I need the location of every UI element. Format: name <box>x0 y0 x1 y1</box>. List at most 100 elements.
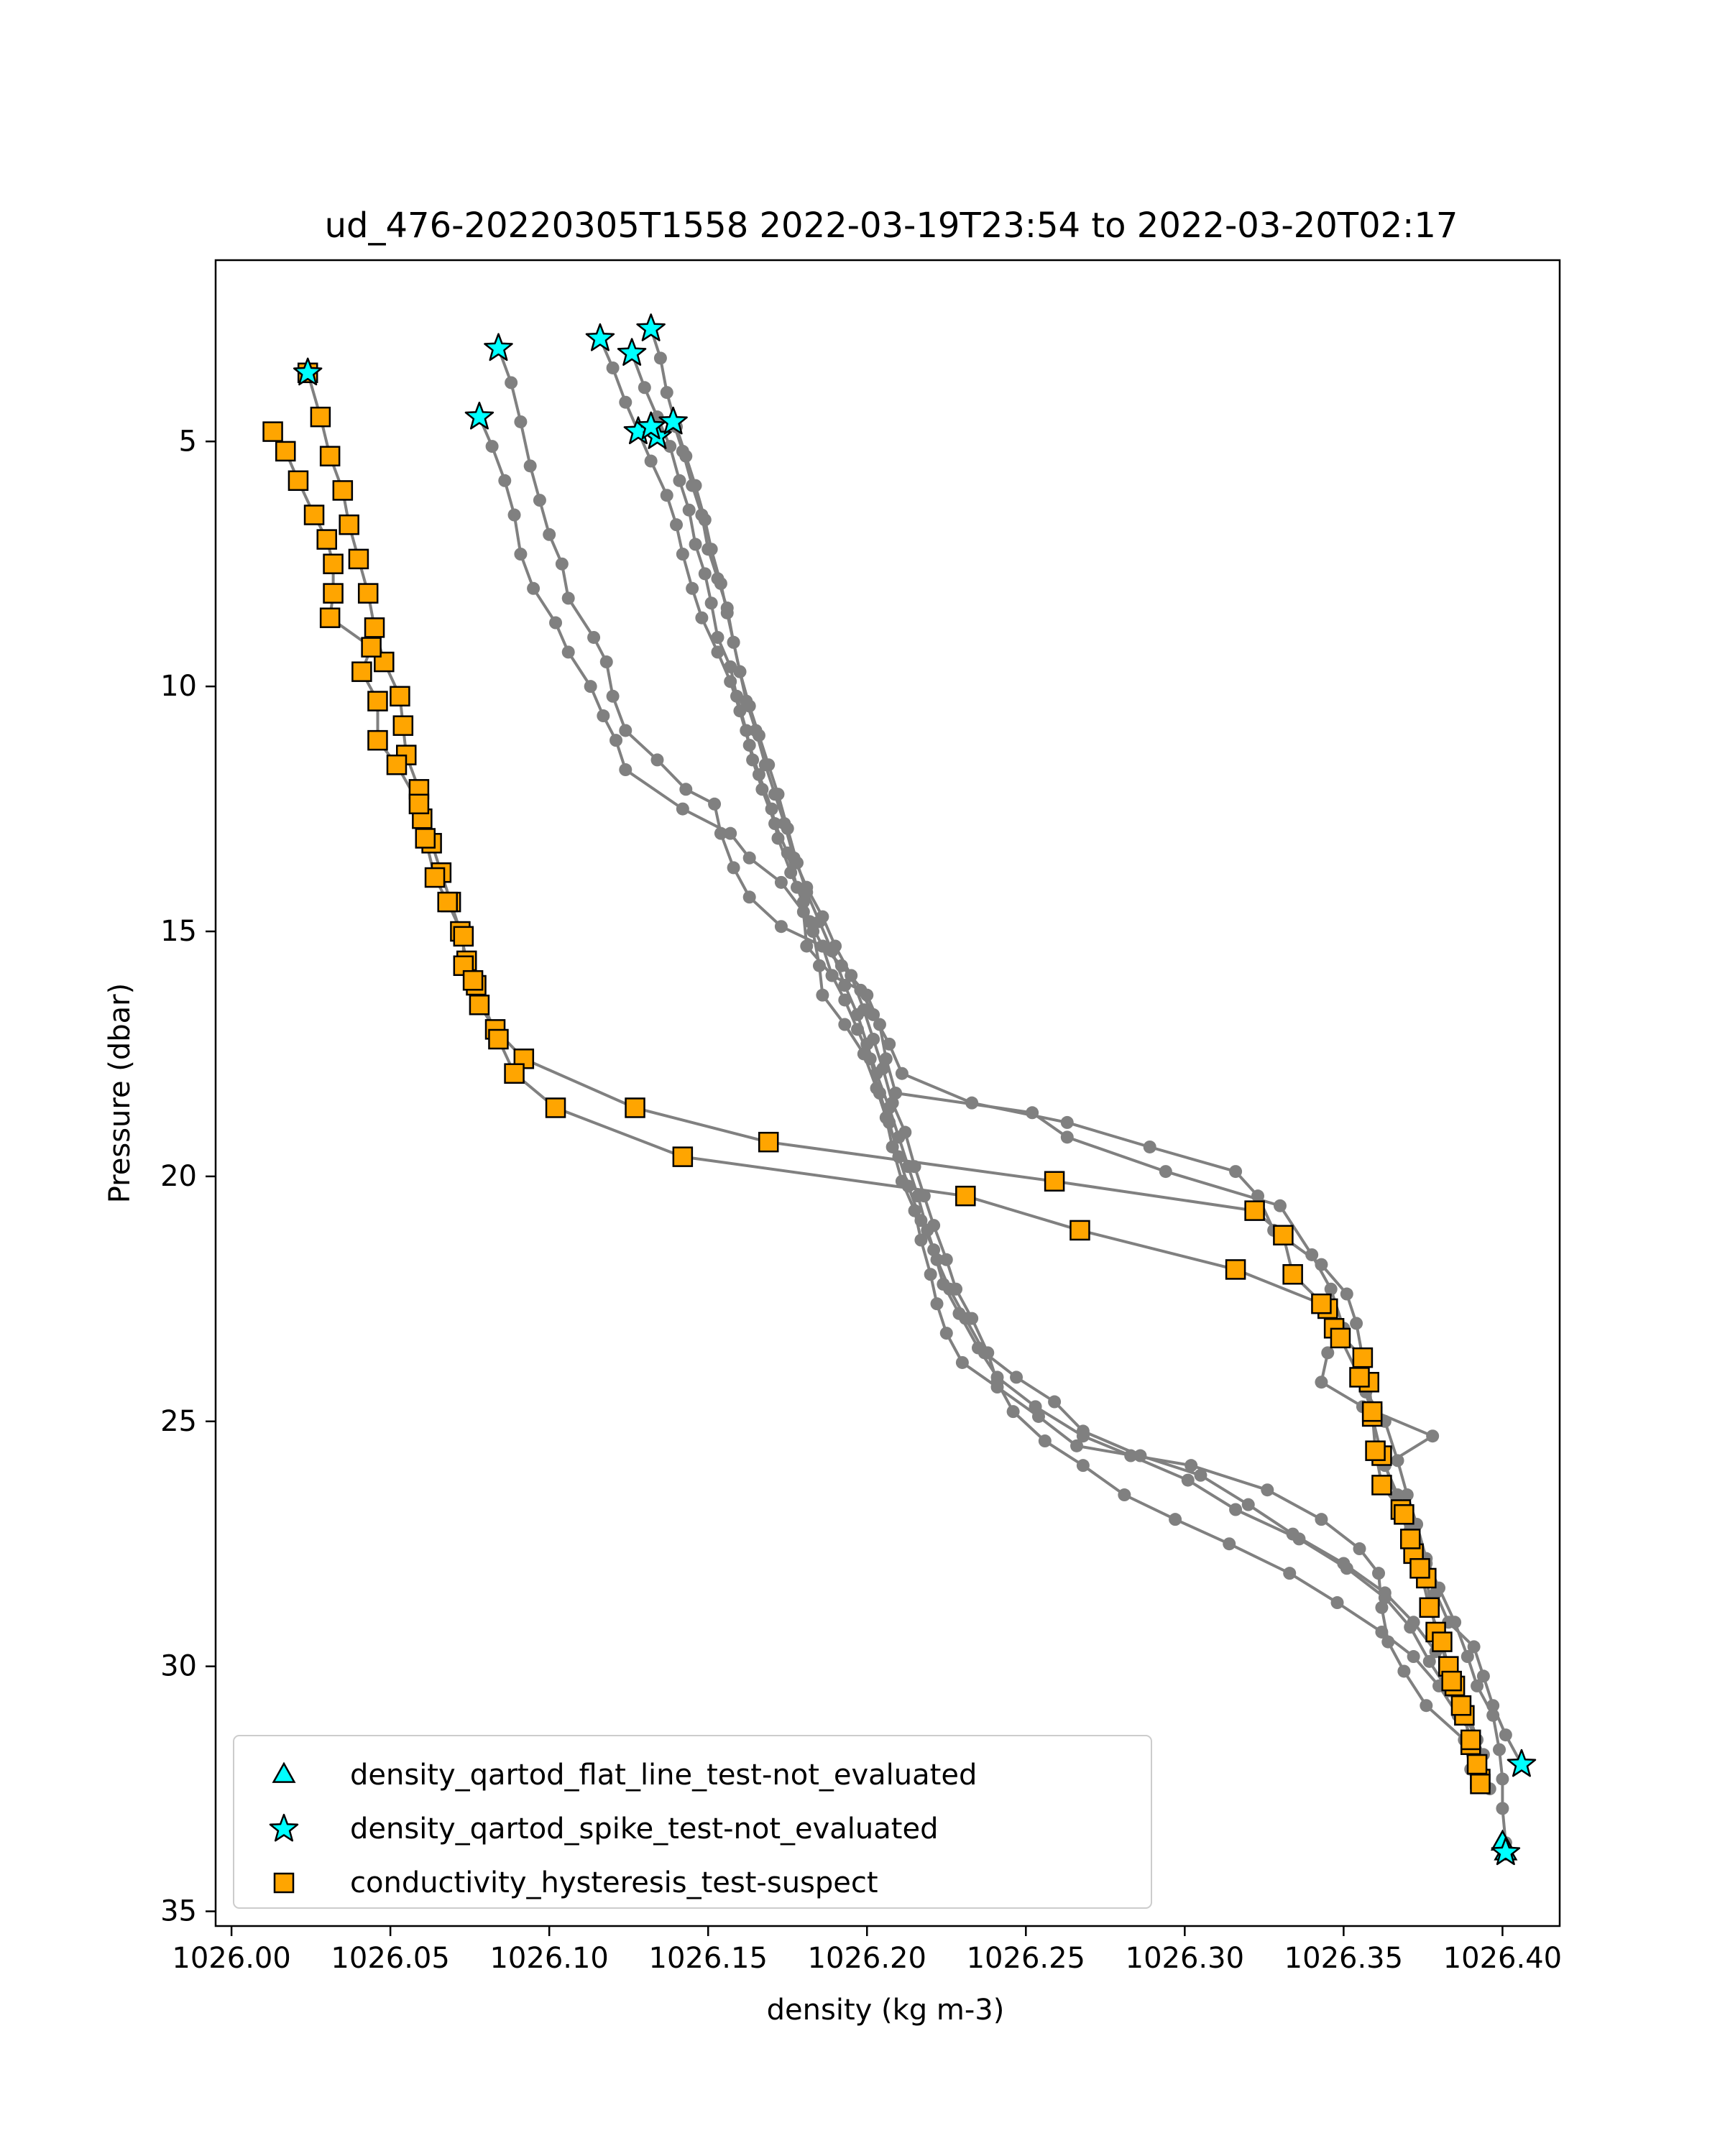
data-point <box>1194 1468 1208 1482</box>
spike-not-evaluated-marker <box>1506 1749 1537 1777</box>
data-point <box>889 1087 903 1100</box>
hysteresis-suspect-marker <box>323 583 344 604</box>
data-point <box>1467 1640 1481 1654</box>
plot-area <box>262 313 1537 1866</box>
hysteresis-suspect-marker <box>1349 1367 1370 1388</box>
data-point <box>1426 1429 1440 1443</box>
data-point <box>1070 1439 1084 1452</box>
chart-title: ud_476-20220305T1558 2022-03-19T23:54 to… <box>325 206 1458 246</box>
data-point <box>774 875 788 889</box>
data-point <box>1048 1395 1062 1409</box>
data-point <box>527 581 540 595</box>
data-point <box>644 454 658 468</box>
x-tick-label: 1026.00 <box>172 1942 290 1975</box>
data-point <box>800 939 814 953</box>
data-point <box>965 1096 979 1110</box>
x-tick-label: 1026.40 <box>1443 1942 1562 1975</box>
data-point <box>898 1125 912 1139</box>
data-point <box>724 675 737 688</box>
data-point <box>676 444 689 458</box>
data-point <box>549 616 563 630</box>
data-point <box>1124 1449 1138 1462</box>
data-point <box>800 880 814 894</box>
data-point <box>845 969 858 982</box>
spike-not-evaluated-marker <box>636 313 666 341</box>
data-point <box>771 831 785 845</box>
hysteresis-suspect-marker <box>955 1185 976 1207</box>
x-tick-label: 1026.20 <box>808 1942 926 1975</box>
y-tick-label: 10 <box>160 670 197 703</box>
data-point <box>698 567 712 581</box>
data-point <box>740 694 753 708</box>
flag-markers-layer <box>262 313 1537 1866</box>
y-tick-label: 20 <box>160 1160 197 1193</box>
data-point <box>1038 1434 1052 1448</box>
legend-markers <box>269 1761 299 1894</box>
hysteresis-suspect-marker <box>1044 1171 1065 1192</box>
data-point <box>507 508 521 522</box>
data-point <box>676 548 689 561</box>
data-point <box>812 959 826 972</box>
data-point <box>784 866 798 880</box>
x-tick-label: 1026.10 <box>489 1942 608 1975</box>
data-point <box>619 724 632 737</box>
x-tick-label: 1026.05 <box>331 1942 449 1975</box>
data-point <box>599 655 613 669</box>
data-point <box>1448 1616 1462 1629</box>
data-point <box>901 1179 915 1193</box>
data-point <box>1143 1140 1156 1153</box>
data-point <box>1315 1376 1328 1389</box>
data-point <box>1496 1802 1509 1815</box>
data-point <box>1241 1498 1255 1511</box>
data-point <box>1391 1488 1404 1502</box>
y-tick-label: 25 <box>160 1405 197 1438</box>
hysteresis-suspect-marker <box>488 1028 509 1050</box>
data-point <box>1324 1282 1338 1296</box>
x-tick-label: 1026.15 <box>649 1942 768 1975</box>
hysteresis-suspect-marker <box>348 548 369 570</box>
hysteresis-suspect-marker <box>1470 1774 1491 1795</box>
hysteresis-suspect-marker <box>462 969 484 991</box>
hysteresis-suspect-marker <box>1361 1401 1383 1422</box>
data-point <box>1486 1708 1500 1722</box>
data-point <box>755 783 769 796</box>
data-point <box>930 1253 944 1266</box>
data-point <box>949 1282 963 1296</box>
data-point <box>597 709 610 723</box>
data-point <box>883 1037 896 1051</box>
hysteresis-suspect-marker <box>437 891 458 913</box>
data-point <box>851 1023 865 1036</box>
data-point <box>746 753 760 767</box>
data-point <box>803 915 816 929</box>
data-point <box>930 1297 944 1311</box>
data-point <box>1493 1743 1506 1756</box>
hysteresis-suspect-marker <box>1070 1220 1090 1241</box>
data-point <box>1422 1654 1436 1668</box>
legend-star-icon <box>269 1813 299 1842</box>
data-point <box>1026 1106 1039 1120</box>
data-point <box>990 1376 1004 1389</box>
x-tick-label: 1026.35 <box>1284 1942 1403 1975</box>
data-point <box>787 851 801 865</box>
hysteresis-suspect-marker <box>1399 1529 1421 1549</box>
hysteresis-suspect-marker <box>625 1097 645 1118</box>
data-point <box>1286 1527 1300 1541</box>
data-point <box>765 802 778 816</box>
data-point <box>711 645 724 659</box>
data-point <box>778 817 791 831</box>
x-axis: 1026.00 1026.05 1026.10 1026.15 1026.20 1026.… <box>172 1926 1562 1975</box>
data-point <box>714 826 727 840</box>
data-point <box>908 1204 921 1217</box>
series-dots-layer <box>472 322 1528 1859</box>
data-point <box>727 635 740 649</box>
data-point <box>742 890 756 904</box>
data-point <box>857 1003 870 1017</box>
data-point <box>914 1214 928 1227</box>
data-point <box>927 1219 941 1233</box>
hysteresis-suspect-marker <box>1441 1670 1462 1692</box>
hysteresis-suspect-marker <box>364 617 385 638</box>
data-point <box>955 1355 969 1369</box>
data-point <box>886 1140 899 1153</box>
data-point <box>1407 1616 1420 1629</box>
